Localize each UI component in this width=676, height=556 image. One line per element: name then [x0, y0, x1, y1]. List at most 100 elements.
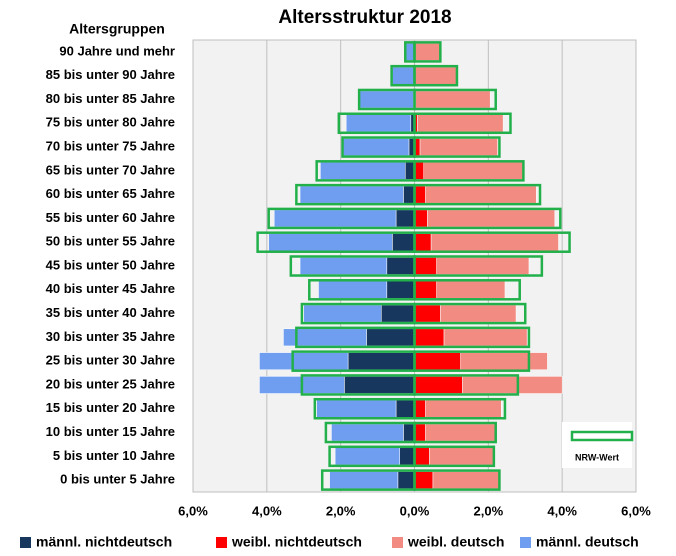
bar: [443, 328, 528, 347]
axis-label: Altersgruppen: [69, 21, 165, 37]
legend-label: NRW-Wert: [575, 452, 619, 462]
bar: [414, 185, 426, 204]
reference-outline: [413, 88, 497, 111]
bar: [399, 447, 415, 466]
reference-outline: [413, 160, 525, 182]
bar: [342, 138, 410, 156]
category-label: 30 bis unter 35 Jahre: [46, 329, 175, 344]
bar: [318, 280, 388, 299]
reference-outline: [413, 231, 571, 253]
category-label: 70 bis unter 75 Jahre: [46, 138, 175, 153]
reference-outline: [413, 136, 501, 158]
reference-outline: [413, 112, 512, 135]
category-label: 65 bis unter 70 Jahre: [46, 162, 175, 177]
legend-swatch: [216, 537, 227, 548]
category-label: 20 bis unter 25 Jahre: [46, 376, 175, 391]
bar: [414, 280, 437, 299]
bar: [462, 376, 563, 394]
bar: [397, 471, 415, 489]
reference-outline: [413, 326, 531, 349]
bar: [299, 257, 388, 275]
bar: [303, 304, 382, 323]
bar: [386, 280, 415, 299]
category-label: 35 bis unter 40 Jahre: [46, 305, 175, 320]
bar: [403, 185, 415, 204]
legend-swatch: [392, 537, 403, 548]
bar: [425, 423, 496, 442]
category-label: 85 bis unter 90 Jahre: [46, 67, 175, 82]
legend-panel: [562, 422, 632, 468]
bar: [392, 233, 415, 252]
bar: [268, 233, 393, 252]
bar: [414, 328, 445, 347]
x-tick-label: 6,0%: [178, 503, 208, 518]
category-label: 0 bis unter 5 Jahre: [60, 472, 175, 487]
bar: [414, 233, 432, 252]
bar: [419, 138, 498, 156]
reference-outline: [413, 207, 562, 230]
bar: [425, 399, 502, 418]
x-tick-label: 6,0%: [621, 503, 651, 518]
category-label: 80 bis unter 85 Jahre: [46, 91, 175, 106]
bar: [414, 209, 428, 228]
reference-outline: [413, 421, 497, 444]
bar: [425, 185, 537, 204]
reference-outline: [413, 255, 544, 277]
bar: [316, 399, 397, 418]
x-tick-label: 4,0%: [547, 503, 577, 518]
legend-label: männl. deutsch: [536, 534, 639, 550]
bar: [414, 423, 426, 442]
category-label: 10 bis unter 15 Jahre: [46, 424, 175, 439]
bar: [415, 90, 491, 109]
category-label: 90 Jahre und mehr: [59, 43, 175, 58]
bar: [417, 114, 504, 133]
bar: [403, 423, 415, 442]
reference-outline: [413, 397, 507, 420]
bar: [331, 423, 404, 442]
reference-outline: [413, 350, 531, 372]
legend-label: weibl. deutsch: [407, 534, 504, 550]
bar: [460, 352, 548, 370]
category-label: 25 bis unter 30 Jahre: [46, 353, 175, 368]
bar: [414, 352, 461, 370]
legend-swatch: [20, 537, 31, 548]
bar: [345, 114, 412, 133]
legend-label: männl. nichtdeutsch: [36, 534, 172, 550]
bar: [436, 280, 506, 299]
legend-swatch: [520, 537, 531, 548]
bar: [414, 399, 426, 418]
bar: [395, 399, 415, 418]
bar: [392, 66, 415, 85]
bar: [414, 471, 434, 489]
bar: [395, 209, 415, 228]
category-label: 5 bis unter 10 Jahre: [53, 448, 175, 463]
bar: [334, 447, 400, 466]
chart-title: Altersstruktur 2018: [278, 7, 451, 28]
bar: [414, 257, 437, 275]
bar: [414, 162, 424, 180]
reference-outline: [413, 64, 459, 87]
reference-outline: [413, 302, 527, 325]
x-tick-label: 0,0%: [400, 503, 430, 518]
bar: [436, 257, 530, 275]
category-label: 50 bis unter 55 Jahre: [46, 234, 175, 249]
bar: [344, 376, 415, 394]
bar: [405, 162, 415, 180]
legend-swatch: [570, 430, 634, 442]
bar: [329, 471, 399, 489]
bar: [423, 162, 524, 180]
bar: [386, 257, 415, 275]
bar: [440, 304, 517, 323]
bar: [432, 471, 500, 489]
reference-outline: [413, 183, 542, 206]
bar: [381, 304, 415, 323]
bar: [430, 233, 559, 252]
category-label: 45 bis unter 50 Jahre: [46, 257, 175, 272]
bar: [429, 447, 495, 466]
reference-outline: [413, 41, 442, 63]
bar: [320, 162, 406, 180]
category-label: 15 bis unter 20 Jahre: [46, 400, 175, 415]
bar: [366, 328, 415, 347]
bar: [259, 352, 349, 370]
